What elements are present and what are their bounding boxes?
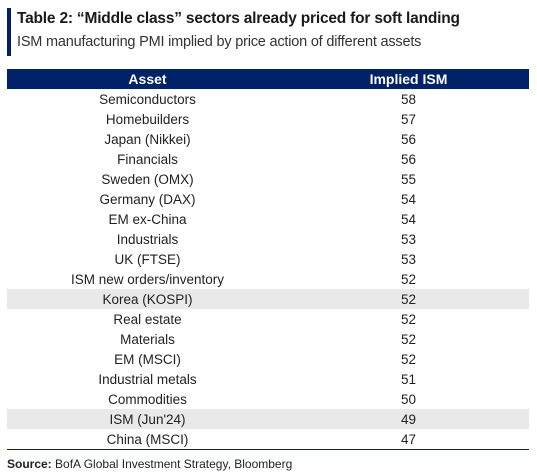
asset-cell: Germany (DAX) bbox=[99, 191, 196, 207]
table-row: Sweden (OMX) 55 bbox=[7, 169, 529, 189]
implied-ism-table: Asset Implied ISM Semiconductors 58 Homebu… bbox=[7, 69, 529, 450]
table-body: Semiconductors 58 Homebuilders 57 Japan (Nik… bbox=[7, 89, 529, 450]
source-label: Source: bbox=[7, 457, 52, 471]
asset-cell: Homebuilders bbox=[105, 111, 190, 127]
implied-ism-cell: 54 bbox=[400, 191, 417, 207]
table-row: Commodities 50 bbox=[7, 389, 529, 409]
implied-ism-cell: 51 bbox=[400, 371, 417, 387]
implied-ism-cell: 52 bbox=[400, 311, 417, 327]
table-row: Japan (Nikkei) 56 bbox=[7, 129, 529, 149]
implied-ism-cell: 52 bbox=[400, 271, 417, 287]
implied-ism-cell: 58 bbox=[400, 91, 417, 107]
table-row: Germany (DAX) 54 bbox=[7, 189, 529, 209]
table-title: Table 2: “Middle class” sectors already … bbox=[17, 10, 460, 27]
table-row: China (MSCI) 47 bbox=[7, 429, 529, 449]
implied-ism-cell: 53 bbox=[400, 251, 417, 267]
table-row: Homebuilders 57 bbox=[7, 109, 529, 129]
implied-ism-cell: 52 bbox=[400, 291, 417, 307]
table-row: Korea (KOSPI) 52 bbox=[7, 289, 529, 309]
title-accent-bar bbox=[7, 8, 11, 56]
implied-ism-cell: 47 bbox=[400, 431, 417, 447]
implied-ism-cell: 53 bbox=[400, 231, 417, 247]
asset-cell: ISM (Jun'24) bbox=[109, 411, 186, 427]
source-note: Source: BofA Global Investment Strategy,… bbox=[7, 457, 292, 471]
asset-cell: Materials bbox=[120, 331, 175, 347]
table-row: Real estate 52 bbox=[7, 309, 529, 329]
header-asset: Asset bbox=[128, 71, 167, 87]
header-implied-ism: Implied ISM bbox=[369, 71, 448, 87]
asset-cell: EM ex-China bbox=[108, 211, 187, 227]
table-row: ISM (Jun'24) 49 bbox=[7, 409, 529, 429]
asset-cell: Industrials bbox=[116, 231, 179, 247]
implied-ism-cell: 56 bbox=[400, 151, 417, 167]
implied-ism-cell: 56 bbox=[400, 131, 417, 147]
asset-cell: Sweden (OMX) bbox=[101, 171, 194, 187]
table-row: EM ex-China 54 bbox=[7, 209, 529, 229]
table-row: Materials 52 bbox=[7, 329, 529, 349]
table-header-row: Asset Implied ISM bbox=[7, 69, 529, 89]
implied-ism-cell: 57 bbox=[400, 111, 417, 127]
table-row: Financials 56 bbox=[7, 149, 529, 169]
table-row: Industrials 53 bbox=[7, 229, 529, 249]
table-row: EM (MSCI) 52 bbox=[7, 349, 529, 369]
table-row: Industrial metals 51 bbox=[7, 369, 529, 389]
implied-ism-cell: 49 bbox=[400, 411, 417, 427]
asset-cell: Japan (Nikkei) bbox=[104, 131, 191, 147]
table-row: UK (FTSE) 53 bbox=[7, 249, 529, 269]
asset-cell: Financials bbox=[117, 151, 178, 167]
asset-cell: Semiconductors bbox=[99, 91, 196, 107]
table-row: ISM new orders/inventory 52 bbox=[7, 269, 529, 289]
asset-cell: UK (FTSE) bbox=[114, 251, 181, 267]
implied-ism-cell: 52 bbox=[400, 351, 417, 367]
table-subtitle: ISM manufacturing PMI implied by price a… bbox=[17, 34, 422, 50]
table-row: Semiconductors 58 bbox=[7, 89, 529, 109]
asset-cell: Real estate bbox=[113, 311, 182, 327]
asset-cell: Industrial metals bbox=[98, 371, 197, 387]
source-text: BofA Global Investment Strategy, Bloombe… bbox=[55, 457, 293, 471]
implied-ism-cell: 54 bbox=[400, 211, 417, 227]
asset-cell: China (MSCI) bbox=[106, 431, 189, 447]
asset-cell: ISM new orders/inventory bbox=[70, 271, 225, 287]
asset-cell: Commodities bbox=[108, 391, 187, 407]
asset-cell: EM (MSCI) bbox=[114, 351, 181, 367]
implied-ism-cell: 50 bbox=[400, 391, 417, 407]
asset-cell: Korea (KOSPI) bbox=[102, 291, 193, 307]
implied-ism-cell: 52 bbox=[400, 331, 417, 347]
implied-ism-cell: 55 bbox=[400, 171, 417, 187]
